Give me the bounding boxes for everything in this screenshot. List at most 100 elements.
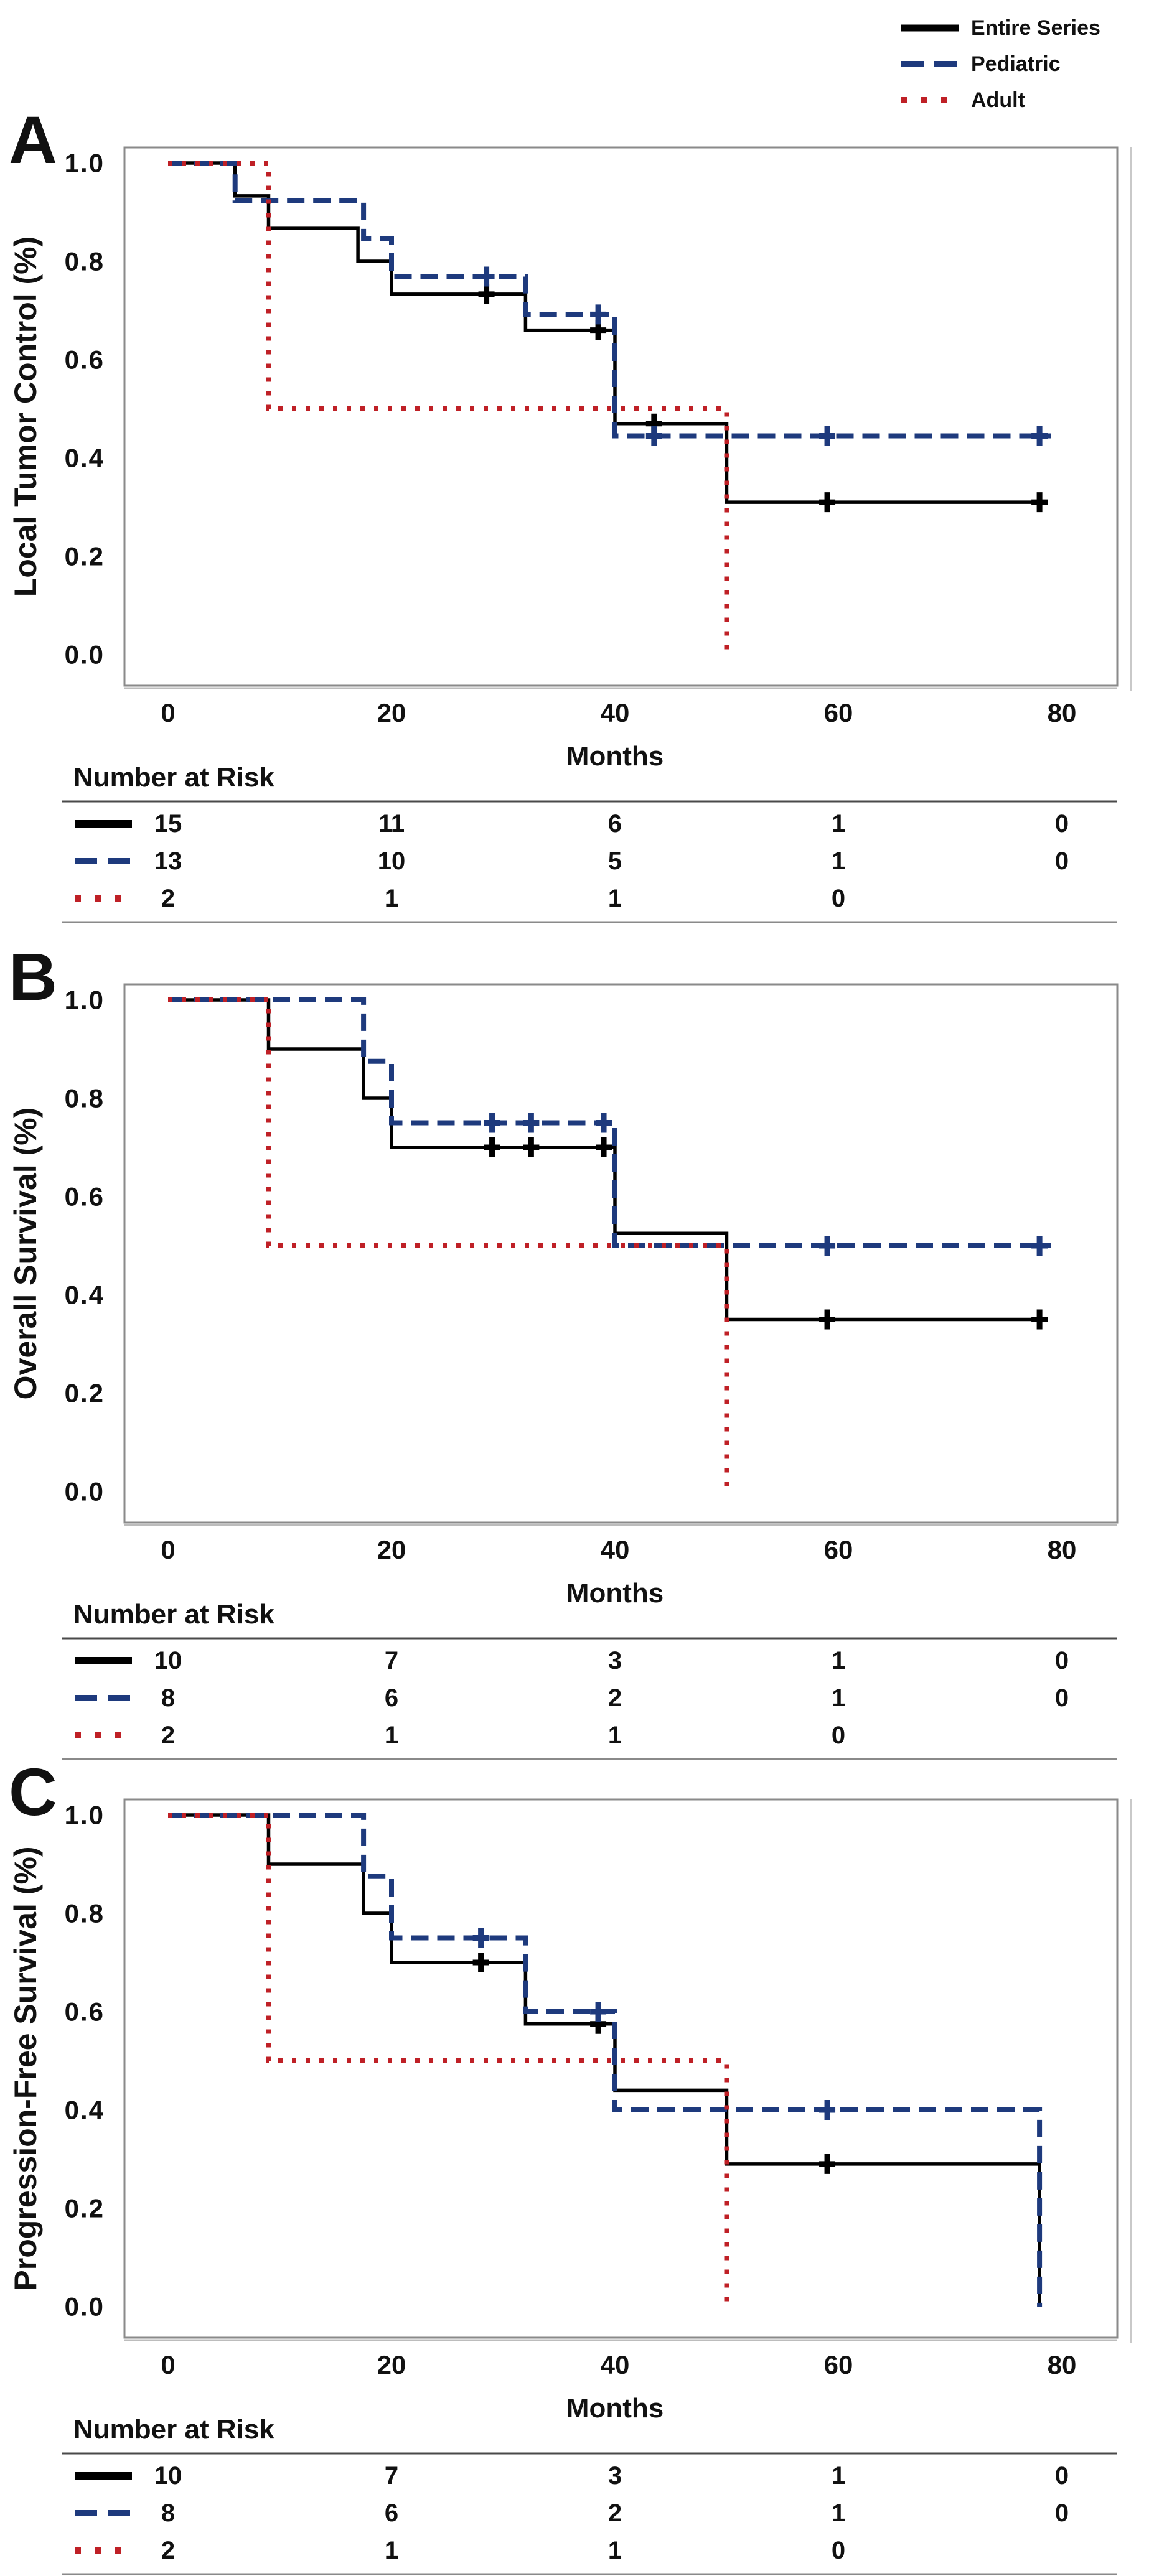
plot-box (123, 983, 1119, 1524)
legend-label: Entire Series (971, 16, 1100, 40)
censor-mark-icon (472, 1928, 489, 1948)
series-line-entire-series (168, 1813, 1041, 2307)
censor-mark-icon (478, 266, 495, 287)
at-risk-count: 6 (385, 2499, 398, 2527)
censor-mark-icon (819, 1236, 836, 1256)
panel-letter: B (9, 939, 57, 1014)
number-at-risk-row-entire-series: 15 11 6 1 0 (75, 810, 1069, 838)
at-risk-count: 0 (1055, 2462, 1069, 2490)
number-at-risk-row-pediatric: 13 10 5 1 0 (75, 847, 1069, 875)
x-tick-label: 80 (1048, 1535, 1077, 1564)
number-at-risk-title: Number at Risk (73, 2414, 274, 2445)
y-tick-label: 0.8 (65, 247, 105, 276)
censor-mark-icon (523, 1137, 540, 1157)
at-risk-count: 2 (161, 885, 175, 912)
y-tick-label: 0.8 (65, 1084, 105, 1113)
at-risk-count: 11 (378, 810, 405, 838)
x-tick-label: 40 (601, 1535, 630, 1564)
at-risk-count: 0 (832, 885, 845, 912)
censor-mark-icon (1031, 492, 1048, 513)
y-tick-label: 0.0 (65, 1477, 105, 1506)
censor-mark-icon (590, 2002, 607, 2022)
panel-letter: C (9, 1754, 57, 1829)
censor-mark-icon (645, 426, 662, 446)
series-line-adult (168, 997, 729, 1491)
series-line-pediatric (168, 161, 1051, 439)
at-risk-count: 2 (608, 1684, 622, 1712)
x-tick-label: 60 (824, 1535, 853, 1564)
y-axis-label: Progression-Free Survival (%) (8, 1846, 43, 2290)
number-at-risk-row-pediatric: 8 6 2 1 0 (75, 2499, 1069, 2527)
at-risk-count: 1 (385, 885, 398, 912)
series-line-adult (168, 1813, 729, 2307)
at-risk-count: 1 (832, 2499, 845, 2527)
legend-item-entire-series: Entire Series (901, 16, 1100, 40)
at-risk-count: 5 (608, 847, 622, 875)
y-tick-label: 0.0 (65, 640, 105, 670)
y-tick-label: 0.4 (65, 444, 105, 473)
series-line-entire-series (168, 998, 1046, 1322)
x-tick-label: 0 (161, 1535, 175, 1564)
series-line-adult (168, 161, 729, 655)
at-risk-count: 1 (832, 1684, 845, 1712)
plot-box (123, 146, 1119, 687)
y-tick-label: 1.0 (65, 149, 105, 178)
at-risk-count: 1 (608, 1722, 622, 1749)
at-risk-count: 6 (608, 810, 622, 838)
censor-mark-icon (596, 1137, 612, 1157)
y-tick-label: 1.0 (65, 1801, 105, 1830)
y-tick-label: 1.0 (65, 986, 105, 1015)
at-risk-count: 10 (154, 2462, 182, 2490)
at-risk-count: 0 (832, 2537, 845, 2564)
number-at-risk-row-adult: 2 1 1 0 (75, 1722, 845, 1749)
at-risk-count: 10 (154, 1647, 182, 1674)
censor-mark-icon (478, 284, 495, 304)
x-tick-label: 60 (824, 698, 853, 727)
at-risk-count: 2 (161, 1722, 175, 1749)
at-risk-count: 7 (385, 2462, 398, 2490)
at-risk-count: 1 (608, 2537, 622, 2564)
panel-C: C Progression-Free Survival (%) 0.0 0.2 0.4 0… (8, 1754, 1132, 2575)
at-risk-count: 2 (608, 2499, 622, 2527)
x-tick-label: 20 (377, 698, 406, 727)
y-tick-label: 0.6 (65, 1997, 105, 2027)
legend-item-adult: Adult (901, 88, 1025, 112)
censor-mark-icon (523, 1113, 540, 1133)
plot-box (123, 1798, 1119, 2339)
number-at-risk-title: Number at Risk (73, 1599, 274, 1630)
y-axis-label: Overall Survival (%) (8, 1108, 43, 1400)
at-risk-count: 1 (832, 1647, 845, 1674)
censor-mark-icon (819, 426, 836, 446)
censor-mark-icon (1031, 1236, 1048, 1256)
at-risk-count: 8 (161, 2499, 175, 2527)
y-tick-label: 0.6 (65, 1182, 105, 1211)
at-risk-count: 3 (608, 1647, 622, 1674)
at-risk-count: 0 (1055, 847, 1069, 875)
number-at-risk-row-pediatric: 8 6 2 1 0 (75, 1684, 1069, 1712)
censor-mark-icon (484, 1113, 500, 1133)
censor-mark-icon (819, 1309, 836, 1330)
at-risk-count: 0 (1055, 2499, 1069, 2527)
y-axis-label: Local Tumor Control (%) (8, 236, 43, 597)
x-tick-label: 60 (824, 2350, 853, 2379)
y-tick-label: 0.4 (65, 2096, 105, 2125)
censor-mark-icon (590, 304, 607, 325)
x-tick-label: 80 (1048, 698, 1077, 727)
y-tick-label: 0.4 (65, 1281, 105, 1310)
at-risk-count: 1 (832, 810, 845, 838)
x-tick-label: 40 (601, 698, 630, 727)
at-risk-count: 1 (832, 847, 845, 875)
number-at-risk-row-entire-series: 10 7 3 1 0 (75, 2462, 1069, 2490)
x-tick-label: 0 (161, 2350, 175, 2379)
y-tick-label: 0.8 (65, 1899, 105, 1928)
censor-mark-icon (1031, 426, 1048, 446)
x-axis-label: Months (566, 741, 664, 772)
censor-mark-icon (819, 492, 836, 513)
censor-mark-icon (472, 1953, 489, 1972)
at-risk-count: 13 (154, 847, 182, 875)
legend-item-pediatric: Pediatric (901, 52, 1061, 76)
